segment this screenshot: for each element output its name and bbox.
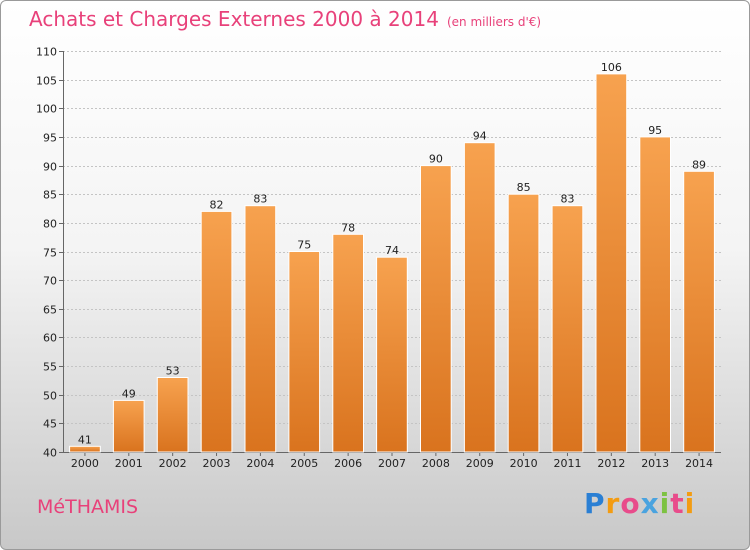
bar-2004 bbox=[244, 205, 277, 453]
x-tick-label-2004: 2004 bbox=[246, 457, 274, 470]
y-tick-label: 105 bbox=[36, 75, 57, 88]
value-label-2004: 83 bbox=[253, 193, 267, 206]
y-tick-label: 55 bbox=[43, 361, 57, 374]
x-tick-label-2000: 2000 bbox=[71, 457, 99, 470]
value-label-2011: 83 bbox=[560, 193, 574, 206]
value-labels: 41 49 53 82 83 75 78 74 90 94 85 83 106 95 89 bbox=[78, 61, 706, 446]
bar-2014 bbox=[683, 170, 715, 453]
y-tick-label: 70 bbox=[43, 275, 57, 288]
bar-2011 bbox=[551, 205, 584, 453]
x-tick-label-2012: 2012 bbox=[597, 457, 625, 470]
x-tick-label-2014: 2014 bbox=[685, 457, 713, 470]
x-tick-label-2011: 2011 bbox=[553, 457, 581, 470]
y-tick-label: 45 bbox=[43, 418, 57, 431]
y-tick-label: 110 bbox=[36, 46, 57, 59]
value-label-2008: 90 bbox=[429, 153, 443, 166]
logo-letter: o bbox=[620, 487, 641, 520]
bar-2006 bbox=[332, 233, 364, 453]
x-tick-label-2007: 2007 bbox=[378, 457, 406, 470]
value-label-2003: 82 bbox=[210, 198, 224, 211]
y-tick-label: 65 bbox=[43, 304, 57, 317]
y-tick-label: 50 bbox=[43, 390, 57, 403]
x-tick-label-2001: 2001 bbox=[115, 457, 143, 470]
proxiti-logo: Proxiti bbox=[584, 487, 695, 520]
x-tick-label-2010: 2010 bbox=[510, 457, 538, 470]
value-label-2007: 74 bbox=[385, 244, 399, 257]
bar-2005 bbox=[288, 251, 321, 453]
value-label-2000: 41 bbox=[78, 433, 92, 446]
x-tick-label-2013: 2013 bbox=[641, 457, 669, 470]
bar-2009 bbox=[463, 142, 496, 453]
commune-name: MéTHAMIS bbox=[37, 496, 139, 518]
y-tick-label: 40 bbox=[43, 447, 57, 460]
value-label-2014: 89 bbox=[692, 158, 706, 171]
logo-letter: r bbox=[605, 487, 621, 520]
y-tick-label: 80 bbox=[43, 218, 57, 231]
bar-2003 bbox=[200, 210, 233, 453]
bar-2008 bbox=[420, 165, 452, 453]
y-tick-label: 85 bbox=[43, 189, 57, 202]
logo-letter: P bbox=[584, 487, 606, 520]
bar-2000 bbox=[69, 445, 101, 453]
logo-letter: t bbox=[670, 487, 685, 520]
x-tick-label-2002: 2002 bbox=[159, 457, 187, 470]
bar-2010 bbox=[507, 193, 540, 453]
value-label-2013: 95 bbox=[648, 124, 662, 137]
x-tick-label-2006: 2006 bbox=[334, 457, 362, 470]
value-label-2012: 106 bbox=[601, 61, 622, 74]
bar-2007 bbox=[376, 256, 408, 453]
value-label-2009: 94 bbox=[473, 130, 487, 143]
bar-2013 bbox=[639, 136, 671, 453]
logo-letter: i bbox=[684, 487, 696, 520]
x-tick-label-2009: 2009 bbox=[466, 457, 494, 470]
value-label-2010: 85 bbox=[517, 181, 531, 194]
x-tick-label-2003: 2003 bbox=[203, 457, 231, 470]
value-label-2002: 53 bbox=[166, 365, 180, 378]
bar-2001 bbox=[112, 399, 145, 453]
y-tick-label: 75 bbox=[43, 247, 57, 260]
bar-2012 bbox=[595, 73, 628, 453]
y-tick-label: 90 bbox=[43, 161, 57, 174]
y-tick-label: 95 bbox=[43, 132, 57, 145]
y-tick-label: 60 bbox=[43, 332, 57, 345]
y-tick-label: 100 bbox=[36, 103, 57, 116]
x-axis-labels: 2000 2001 2002 2003 2004 2005 2006 2007 2008 2009… bbox=[71, 457, 713, 470]
value-label-2005: 75 bbox=[297, 239, 311, 252]
value-label-2006: 78 bbox=[341, 221, 355, 234]
bar-2002 bbox=[156, 377, 189, 453]
x-tick-label-2008: 2008 bbox=[422, 457, 450, 470]
x-tick-label-2005: 2005 bbox=[290, 457, 318, 470]
chart-title: Achats et Charges Externes 2000 à 2014 (e… bbox=[29, 7, 541, 31]
y-axis-labels: 40 45 50 55 60 65 70 75 80 85 90 95 100 105 110 bbox=[36, 46, 57, 460]
value-label-2001: 49 bbox=[122, 387, 136, 400]
logo-letter: i bbox=[659, 487, 671, 520]
bars bbox=[69, 73, 715, 453]
chart-title-unit: (en milliers d'€) bbox=[446, 15, 542, 29]
logo-letter: x bbox=[640, 487, 660, 520]
chart-title-main: Achats et Charges Externes 2000 à 2014 bbox=[29, 7, 439, 31]
